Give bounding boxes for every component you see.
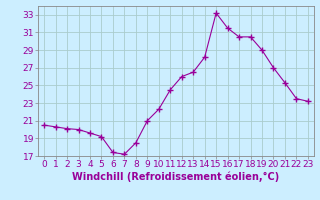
X-axis label: Windchill (Refroidissement éolien,°C): Windchill (Refroidissement éolien,°C)	[72, 172, 280, 182]
